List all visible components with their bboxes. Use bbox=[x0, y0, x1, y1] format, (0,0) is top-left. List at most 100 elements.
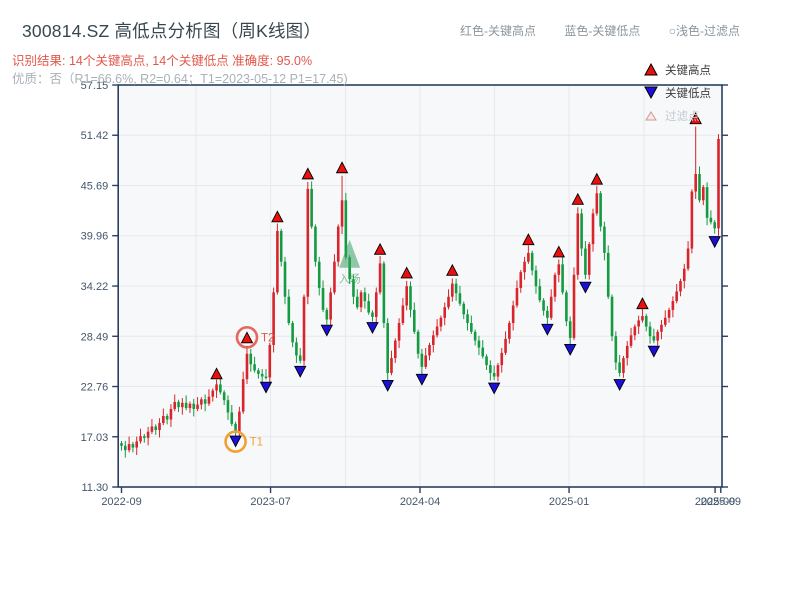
recognition-result-text: 识别结果: 14个关键高点, 14个关键低点 准确度: 95.0% bbox=[12, 54, 313, 68]
candle bbox=[705, 182, 709, 226]
candle bbox=[371, 310, 374, 322]
candle bbox=[542, 298, 545, 316]
candle bbox=[215, 379, 218, 399]
candle bbox=[432, 330, 435, 353]
candle bbox=[671, 296, 675, 318]
candle bbox=[211, 388, 215, 402]
candle bbox=[625, 341, 629, 366]
candle bbox=[390, 350, 393, 376]
candle bbox=[276, 223, 279, 295]
candle bbox=[523, 256, 526, 280]
candle bbox=[306, 181, 310, 305]
candle bbox=[154, 424, 158, 435]
candle bbox=[135, 436, 139, 455]
x-tick-label: 2025-09 bbox=[695, 496, 735, 508]
candle bbox=[234, 421, 237, 437]
candle bbox=[652, 328, 656, 344]
legend-label-key-high: 关键高点 bbox=[665, 64, 711, 77]
candle bbox=[120, 440, 123, 451]
t2-label: T2 bbox=[261, 332, 274, 344]
candle bbox=[576, 207, 580, 280]
candle bbox=[447, 289, 450, 310]
x-tick-label: 2024-04 bbox=[400, 496, 440, 508]
chart-legend: 关键高点 关键低点 过滤点 bbox=[644, 61, 711, 130]
candle bbox=[435, 319, 439, 338]
x-tick-label: 2025-09 bbox=[701, 496, 741, 508]
candle bbox=[500, 348, 504, 373]
t1-circle bbox=[224, 430, 247, 453]
candle bbox=[340, 175, 344, 235]
candle bbox=[717, 134, 720, 236]
key-point-markers bbox=[210, 112, 721, 448]
key-low-marker bbox=[563, 344, 577, 356]
candle bbox=[397, 318, 401, 349]
candle bbox=[439, 315, 443, 332]
legend-label-filter-point: 过滤点 bbox=[665, 110, 700, 123]
candle bbox=[515, 280, 519, 308]
candle bbox=[675, 284, 678, 304]
candle bbox=[454, 278, 458, 301]
candle bbox=[405, 280, 408, 311]
candle bbox=[629, 327, 633, 349]
candle bbox=[466, 309, 469, 331]
candle bbox=[279, 228, 283, 267]
candle bbox=[633, 324, 637, 341]
candle bbox=[519, 269, 523, 293]
candle bbox=[538, 278, 542, 303]
candle bbox=[416, 329, 420, 359]
candle bbox=[314, 224, 317, 267]
candle bbox=[131, 441, 135, 453]
key-low-marker bbox=[293, 365, 307, 378]
quality-line-text: 优质：否（R1=66.6%, R2=0.64；T1=2023-05-12 P1=… bbox=[12, 72, 348, 86]
y-tick-label: 11.30 bbox=[81, 482, 108, 494]
candle bbox=[443, 302, 447, 326]
candle bbox=[382, 261, 386, 328]
legend-item-filter-point: 过滤点 bbox=[644, 107, 711, 124]
candle bbox=[302, 294, 306, 366]
candle bbox=[648, 321, 652, 344]
y-tick-label: 28.49 bbox=[81, 331, 109, 343]
candle bbox=[561, 256, 564, 295]
candle bbox=[181, 398, 184, 415]
key-high-marker bbox=[636, 297, 649, 310]
candle bbox=[184, 395, 188, 411]
blue-down-triangle-icon bbox=[644, 86, 658, 99]
key-low-marker bbox=[541, 323, 554, 336]
candle bbox=[192, 398, 196, 417]
candle bbox=[587, 241, 591, 280]
candles bbox=[120, 126, 720, 458]
candle bbox=[591, 208, 595, 252]
candle bbox=[207, 389, 211, 406]
candle bbox=[663, 310, 667, 327]
candle bbox=[162, 408, 165, 426]
candle bbox=[222, 390, 226, 406]
header-legend-low: 蓝色-关键低点 bbox=[564, 24, 641, 38]
candle bbox=[321, 280, 325, 313]
key-low-marker bbox=[579, 281, 592, 294]
candle bbox=[367, 293, 370, 315]
key-high-marker bbox=[210, 367, 223, 380]
candle bbox=[572, 267, 576, 341]
candle bbox=[637, 315, 640, 335]
key-high-marker bbox=[335, 161, 349, 174]
candle bbox=[196, 397, 199, 412]
candle bbox=[310, 181, 313, 229]
t2-circle bbox=[235, 326, 259, 349]
x-tick-label: 2022-09 bbox=[101, 496, 141, 508]
candle bbox=[200, 397, 203, 410]
candle bbox=[511, 300, 515, 331]
candle bbox=[420, 348, 424, 375]
red-up-triangle-icon bbox=[644, 63, 658, 76]
filter-point-triangle-icon bbox=[645, 111, 657, 121]
candle bbox=[355, 289, 359, 310]
candle bbox=[150, 419, 154, 434]
candle bbox=[682, 263, 686, 289]
candle bbox=[249, 348, 253, 372]
key-high-marker bbox=[301, 167, 315, 180]
candle bbox=[378, 255, 382, 295]
candle bbox=[557, 259, 561, 283]
candle bbox=[546, 305, 549, 326]
candle bbox=[409, 281, 412, 318]
key-high-marker bbox=[552, 245, 566, 258]
candle bbox=[568, 316, 572, 346]
